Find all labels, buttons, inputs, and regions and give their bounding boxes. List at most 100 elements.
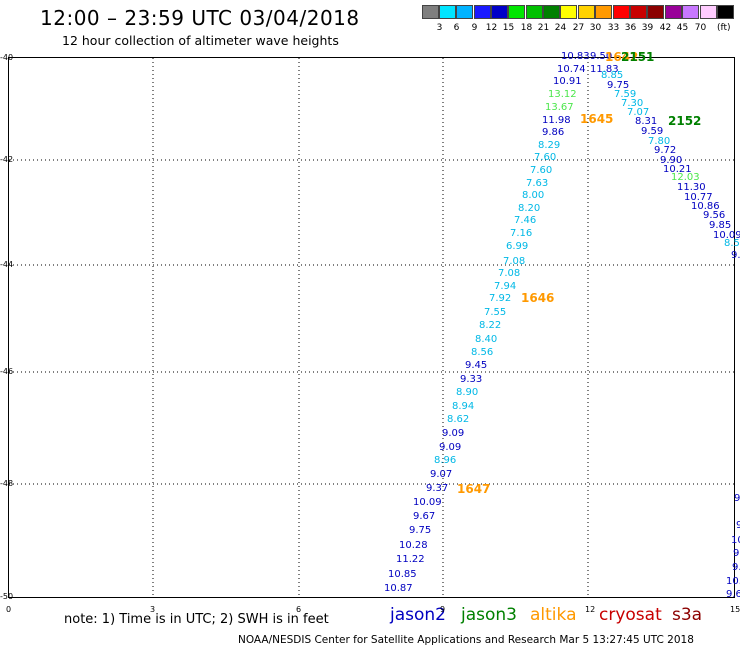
wave-height-value: 11.22 xyxy=(396,554,425,565)
wave-height-value: 7.92 xyxy=(489,293,512,304)
longitude-label: 15 xyxy=(730,605,740,614)
color-scale-legend: (ft) 3 6 9 12 15 18 21 24 27 30 33 36 39 42 45 70 xyxy=(422,5,734,35)
wave-height-value: 9.33 xyxy=(460,374,483,385)
map-frame xyxy=(8,57,735,598)
legend-label: 30 xyxy=(589,23,602,33)
legend-label: 27 xyxy=(572,23,585,33)
legend-swatch xyxy=(630,5,647,19)
legend-swatch xyxy=(474,5,491,19)
legend-label: 39 xyxy=(641,23,654,33)
wave-height-value: 8.00 xyxy=(522,190,545,201)
wave-height-value: 7.08 xyxy=(498,268,521,279)
wave-height-value: 7.55 xyxy=(484,307,507,318)
wave-height-value: 8.29 xyxy=(538,140,561,151)
legend-swatch xyxy=(700,5,717,19)
footer-note: note: 1) Time is in UTC; 2) SWH is in fe… xyxy=(64,612,329,627)
satellite-label-jason3: jason3 xyxy=(461,605,517,625)
wave-height-value: 7.60 xyxy=(534,152,557,163)
longitude-label: 9 xyxy=(440,605,446,614)
wave-height-value: 7.16 xyxy=(510,228,533,239)
wave-height-value: 7.07 xyxy=(627,107,650,118)
wave-height-value: 8.94 xyxy=(452,401,475,412)
wave-height-value: 9.86 xyxy=(542,127,565,138)
time-stamp-label: 1642 xyxy=(605,50,639,64)
wave-height-value: 9.67 xyxy=(413,511,436,522)
legend-label: 33 xyxy=(607,23,620,33)
wave-height-value: 8.56 xyxy=(471,347,494,358)
wave-height-value: 7.80 xyxy=(648,136,671,147)
wave-height-value: 9.75 xyxy=(607,80,630,91)
wave-height-value: 10.09 xyxy=(413,497,442,508)
legend-label: 42 xyxy=(659,23,672,33)
latitude-label: -40 xyxy=(0,53,14,62)
wave-height-value: 10.87 xyxy=(384,583,413,594)
legend-label: 45 xyxy=(676,23,689,33)
latitude-label: -46 xyxy=(0,367,14,376)
legend-label: 15 xyxy=(502,23,515,33)
legend-swatch xyxy=(682,5,699,19)
wave-height-value: 9.37 xyxy=(426,483,449,494)
wave-height-value: 13.67 xyxy=(545,102,574,113)
time-stamp-label: 1646 xyxy=(521,291,555,305)
legend-swatch xyxy=(422,5,439,19)
legend-label: 9 xyxy=(471,23,478,33)
wave-height-value: 9. xyxy=(732,562,740,573)
legend-label: 3 xyxy=(436,23,443,33)
legend-swatch xyxy=(456,5,473,19)
legend-swatch xyxy=(508,5,525,19)
wave-height-value: 10.77 xyxy=(684,192,713,203)
legend-label: 12 xyxy=(485,23,498,33)
time-stamp-label: 2151 xyxy=(621,50,655,64)
legend-swatch xyxy=(665,5,682,19)
wave-height-value: 10.28 xyxy=(399,540,428,551)
wave-height-value: 9.07 xyxy=(430,469,453,480)
wave-height-value: 7.63 xyxy=(526,178,549,189)
wave-height-value: 9.09 xyxy=(439,442,462,453)
wave-height-value: 10 xyxy=(731,535,740,546)
wave-height-value: 11.83 xyxy=(590,64,619,75)
wave-height-value: 10.91 xyxy=(553,76,582,87)
legend-swatch xyxy=(717,5,734,19)
wave-height-value: 8.40 xyxy=(475,334,498,345)
legend-label: 24 xyxy=(554,23,567,33)
longitude-label: 12 xyxy=(585,605,596,614)
wave-height-value: 9.09 xyxy=(442,428,465,439)
wave-height-value: 8.31 xyxy=(635,116,658,127)
wave-height-value: 9.56 xyxy=(703,210,726,221)
wave-height-value: 10.21 xyxy=(663,164,692,175)
legend-swatch xyxy=(595,5,612,19)
latitude-label: -42 xyxy=(0,155,14,164)
wave-height-value: 10. xyxy=(726,576,740,587)
wave-height-value: 9 xyxy=(734,493,740,504)
wave-height-value: 11.98 xyxy=(542,115,571,126)
latitude-label: -50 xyxy=(0,592,14,601)
wave-height-value: 7.94 xyxy=(494,281,517,292)
satellite-label-jason2: jason2 xyxy=(390,605,446,625)
wave-height-value: 8.85 xyxy=(601,70,624,81)
satellite-label-s3a: s3a xyxy=(672,605,703,625)
wave-height-value: 11.30 xyxy=(677,182,706,193)
satellite-label-cryosat: cryosat xyxy=(599,605,662,625)
wave-height-value: 8.96 xyxy=(434,455,457,466)
wave-height-value: 10.09 xyxy=(713,230,740,241)
wave-height-value: 9.90 xyxy=(660,155,683,166)
wave-height-value: 7.60 xyxy=(530,165,553,176)
time-stamp-label: 2152 xyxy=(668,114,702,128)
legend-label: 70 xyxy=(694,23,707,33)
wave-height-value: 6.99 xyxy=(506,241,529,252)
wave-height-value: 9.7 xyxy=(731,250,740,261)
wave-height-value: 8.22 xyxy=(479,320,502,331)
wave-height-value: 9.45 xyxy=(465,360,488,371)
time-stamp-label: 1647 xyxy=(457,482,491,496)
legend-label: 6 xyxy=(453,23,460,33)
wave-height-value: 8.90 xyxy=(456,387,479,398)
legend-swatch xyxy=(526,5,543,19)
wave-height-value: 9.6 xyxy=(726,589,740,600)
wave-height-value: 7.46 xyxy=(514,215,537,226)
legend-swatch xyxy=(543,5,560,19)
wave-height-value: 13.12 xyxy=(548,89,577,100)
latitude-label: -44 xyxy=(0,260,14,269)
legend-swatch xyxy=(491,5,508,19)
wave-height-value: 10.74 xyxy=(557,64,586,75)
